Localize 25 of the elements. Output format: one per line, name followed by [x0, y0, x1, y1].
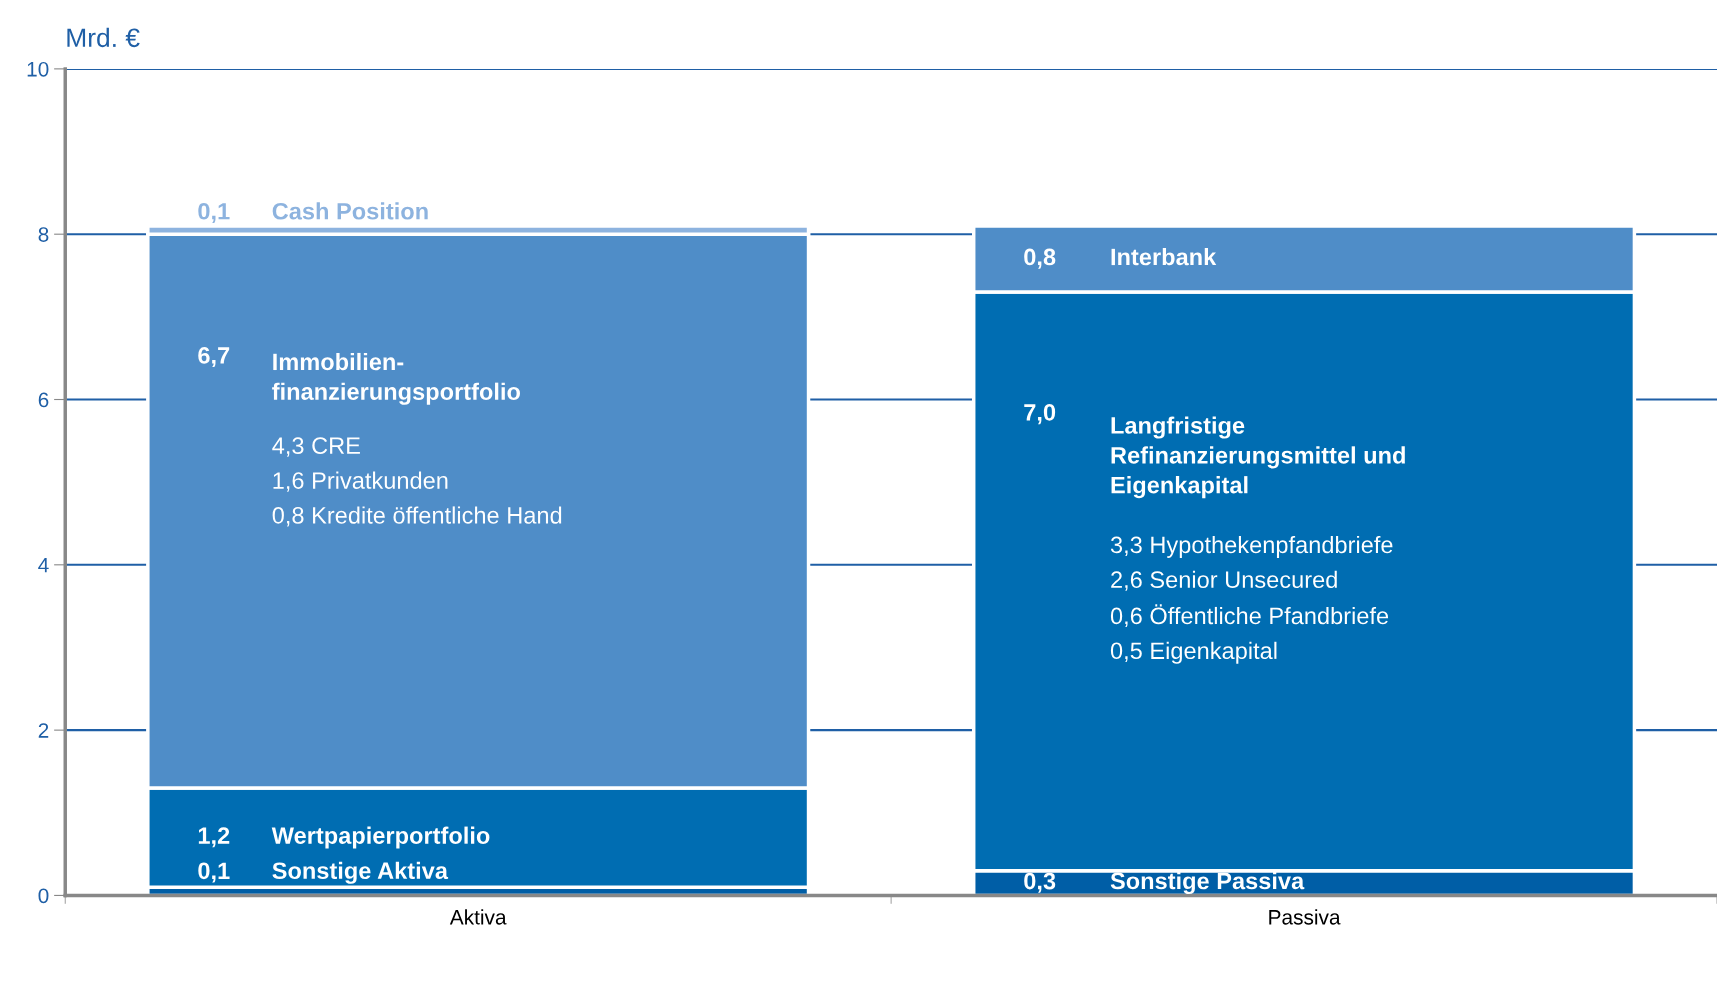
series-label: Wertpapierportfolio: [271, 826, 490, 849]
annotation: 3,3 Hypothekenpfandbriefe 2,6 Senior Unsecured 0,6 Öffentliche Pfandbriefe 0,5 Eigenkapital: [1110, 535, 1393, 664]
x-tick-label: Aktiva: [449, 909, 507, 925]
data-label: 0,8: [1024, 248, 1056, 269]
data-label: 1,2: [198, 827, 230, 848]
series-label: Cash Position: [272, 202, 428, 220]
series-label: Immobilien- finanzierungsportfolio: [272, 352, 520, 405]
y-tick-label: 8: [38, 227, 49, 242]
data-label: 6,7: [198, 346, 230, 368]
annotation: 4,3 CRE 1,6 Privatkunden 0,8 Kredite öffentliche Hand: [272, 437, 562, 527]
x-tick-label: Passiva: [1269, 909, 1341, 925]
data-label: 0,1: [198, 202, 230, 224]
series-label: Interbank: [1111, 247, 1217, 266]
y-axis-title: Mrd. €: [67, 27, 140, 48]
data-label: 0,1: [198, 862, 230, 883]
y-tick-label: 2: [38, 723, 49, 738]
data-label: 7,0: [1024, 404, 1056, 425]
series-label: Sonstige Aktiva: [272, 861, 449, 884]
y-tick-label: 10: [27, 61, 49, 77]
y-tick-label: 6: [38, 392, 49, 408]
series-label: Sonstige Passiva: [1110, 871, 1305, 895]
y-tick-label: 4: [38, 558, 49, 573]
series-label: Langfristige Refinanzierungsmittel und Eigenkapital: [1111, 416, 1405, 499]
data-label: 0,3: [1024, 872, 1056, 893]
y-tick-label: 0: [38, 888, 49, 904]
